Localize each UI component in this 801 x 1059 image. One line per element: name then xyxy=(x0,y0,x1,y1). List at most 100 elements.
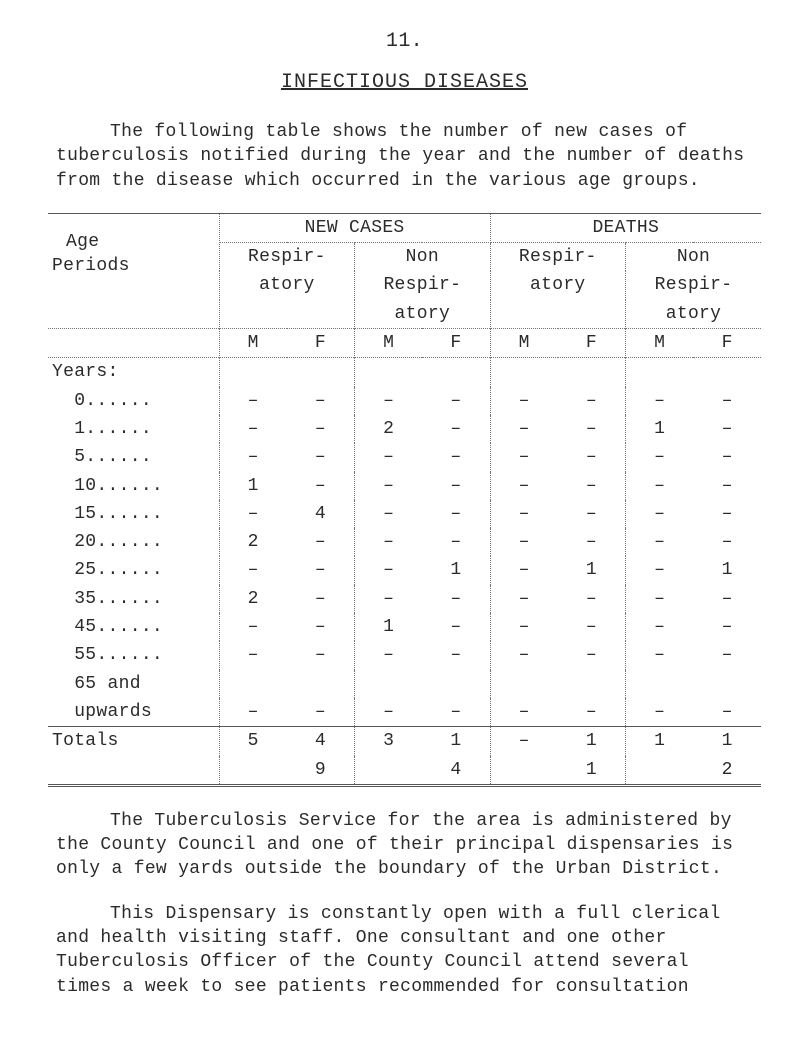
table-cell: – xyxy=(693,500,761,528)
table-cell: – xyxy=(422,443,490,471)
table-cell: – xyxy=(287,698,355,727)
table-cell: – xyxy=(626,585,694,613)
table-cell: – xyxy=(219,613,287,641)
table-cell: – xyxy=(490,500,558,528)
table-cell: – xyxy=(490,472,558,500)
table-cell: – xyxy=(626,556,694,584)
table-cell: – xyxy=(626,698,694,727)
page-number: 11. xyxy=(48,28,761,55)
table-cell: – xyxy=(422,613,490,641)
table-cell: – xyxy=(558,613,626,641)
table-cell: 2 xyxy=(355,415,423,443)
table-cell: – xyxy=(558,443,626,471)
table-cell: – xyxy=(219,415,287,443)
table-cell: – xyxy=(693,641,761,669)
table-cell xyxy=(219,670,287,698)
table-row-label: 65 and xyxy=(48,670,219,698)
table-cell: – xyxy=(287,415,355,443)
table-cell: – xyxy=(693,698,761,727)
table-cell: – xyxy=(693,443,761,471)
table-cell: – xyxy=(355,472,423,500)
table-cell: – xyxy=(626,387,694,415)
table-cell: – xyxy=(219,500,287,528)
table-cell: – xyxy=(558,387,626,415)
group-header-deaths: DEATHS xyxy=(490,213,761,242)
table-cell: – xyxy=(287,387,355,415)
cases-deaths-table: Age Periods NEW CASES DEATHS Respir- Non… xyxy=(48,213,761,787)
table-cell: – xyxy=(490,528,558,556)
table-cell: – xyxy=(693,415,761,443)
table-row-label: 25...... xyxy=(48,556,219,584)
table-cell: – xyxy=(693,613,761,641)
table-cell: – xyxy=(558,698,626,727)
table-cell: – xyxy=(490,443,558,471)
table-cell: 1 xyxy=(626,415,694,443)
table-cell: – xyxy=(287,472,355,500)
table-cell: – xyxy=(287,443,355,471)
table-cell: – xyxy=(558,472,626,500)
table-cell: – xyxy=(287,528,355,556)
years-label: Years: xyxy=(48,358,219,387)
intro-paragraph: The following table shows the number of … xyxy=(56,120,753,193)
table-cell: 1 xyxy=(355,613,423,641)
table-row-label: upwards xyxy=(48,698,219,727)
table-cell: – xyxy=(422,415,490,443)
table-cell: – xyxy=(355,528,423,556)
table-cell: – xyxy=(422,472,490,500)
table-cell: – xyxy=(219,387,287,415)
table-row-label: 15...... xyxy=(48,500,219,528)
table-cell: – xyxy=(422,585,490,613)
table-cell: – xyxy=(355,698,423,727)
section-title: INFECTIOUS DISEASES xyxy=(48,69,761,96)
table-cell: – xyxy=(355,500,423,528)
table-row-label: 5...... xyxy=(48,443,219,471)
totals-label: Totals xyxy=(48,727,219,756)
table-cell: 4 xyxy=(287,500,355,528)
table-cell: – xyxy=(355,556,423,584)
table-cell: – xyxy=(490,585,558,613)
table-cell: – xyxy=(490,641,558,669)
table-cell: – xyxy=(219,556,287,584)
table-cell: – xyxy=(626,500,694,528)
table-cell: – xyxy=(693,387,761,415)
table-cell: – xyxy=(626,641,694,669)
table-cell: – xyxy=(626,613,694,641)
table-cell: – xyxy=(490,613,558,641)
table-cell: – xyxy=(558,500,626,528)
table-cell: – xyxy=(355,387,423,415)
table-row-label: 20...... xyxy=(48,528,219,556)
table-cell xyxy=(490,670,558,698)
table-cell: – xyxy=(490,387,558,415)
table-row-label: 1...... xyxy=(48,415,219,443)
table-cell: – xyxy=(355,443,423,471)
table-cell: 1 xyxy=(422,556,490,584)
table-row-label: 45...... xyxy=(48,613,219,641)
table-cell: – xyxy=(422,500,490,528)
table-row-label: 55...... xyxy=(48,641,219,669)
table-cell: – xyxy=(626,443,694,471)
table-cell: – xyxy=(693,585,761,613)
table-cell: – xyxy=(693,528,761,556)
table-cell: 1 xyxy=(693,556,761,584)
table-row-label: 35...... xyxy=(48,585,219,613)
table-cell: – xyxy=(558,415,626,443)
table-cell: – xyxy=(287,556,355,584)
table-cell: – xyxy=(558,585,626,613)
table-cell: – xyxy=(422,387,490,415)
table-cell: – xyxy=(355,641,423,669)
table-cell: – xyxy=(219,698,287,727)
table-cell: 1 xyxy=(558,556,626,584)
table-row-label: 0...... xyxy=(48,387,219,415)
table-cell: 2 xyxy=(219,528,287,556)
table-cell: 2 xyxy=(219,585,287,613)
table-cell: – xyxy=(558,528,626,556)
table-cell: – xyxy=(626,472,694,500)
table-cell xyxy=(422,670,490,698)
table-cell: – xyxy=(422,641,490,669)
table-cell: 1 xyxy=(219,472,287,500)
table-cell: – xyxy=(219,641,287,669)
table-row-label: 10...... xyxy=(48,472,219,500)
table-cell xyxy=(287,670,355,698)
table-cell: – xyxy=(422,698,490,727)
table-cell: – xyxy=(626,528,694,556)
